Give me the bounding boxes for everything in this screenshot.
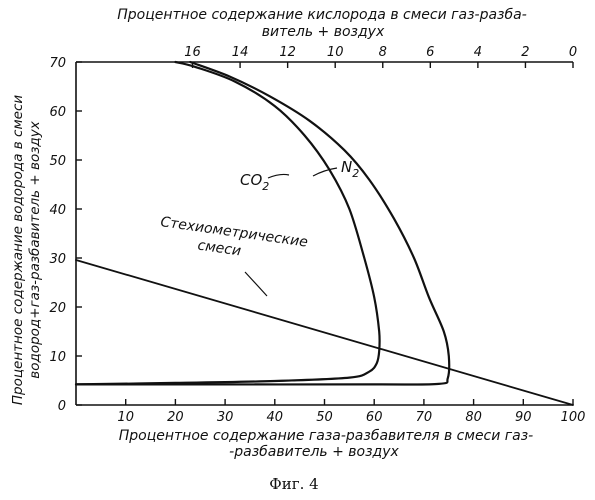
x-tick-label: 80: [465, 410, 482, 425]
x-tick-label: 30: [217, 410, 234, 425]
y-tick-label: 20: [49, 301, 66, 316]
y-tick-label: 30: [49, 252, 66, 267]
y-tick-label: 40: [49, 203, 66, 218]
top-tick-label: 10: [327, 45, 344, 60]
top-tick-label: 14: [232, 45, 249, 60]
top-tick-label: 16: [184, 45, 201, 60]
y-axis-label-line1: Процентное содержание водорода в смеси: [10, 95, 26, 405]
series-co2-label-main: CO: [240, 171, 262, 189]
x-tick-label: 90: [515, 410, 532, 425]
y-axis-label-line2: водород+газ-разбавитель + воздух: [27, 120, 43, 378]
top-tick-label: 2: [521, 45, 529, 60]
top-axis-label-line1: Процентное содержание кислорода в смеси …: [117, 7, 527, 23]
y-tick-label: 70: [49, 56, 66, 71]
x-tick-label: 50: [316, 410, 333, 425]
y-tick-label: 60: [49, 105, 66, 120]
top-tick-label: 0: [569, 45, 577, 60]
y-tick-label: 10: [49, 350, 66, 365]
top-tick-label: 12: [279, 45, 296, 60]
series-co2-label-sub: 2: [262, 180, 269, 193]
series-n2-label-main: N: [341, 158, 352, 176]
top-tick-label: 4: [474, 45, 482, 60]
x-tick-label: 20: [167, 410, 184, 425]
figure-caption: Фиг. 4: [269, 475, 318, 493]
x-tick-label: 40: [267, 410, 284, 425]
y-tick-label: 50: [49, 154, 66, 169]
x-tick-label: 100: [561, 410, 586, 425]
series-n2-label-sub: 2: [352, 167, 359, 180]
top-tick-label: 6: [426, 45, 434, 60]
top-axis-label-line2: витель + воздух: [262, 24, 385, 40]
x-axis-label-line1: Процентное содержание газа-разбавителя в…: [119, 428, 533, 444]
top-tick-label: 8: [379, 45, 387, 60]
x-tick-label: 10: [117, 410, 134, 425]
x-tick-label: 60: [366, 410, 383, 425]
x-tick-label: 70: [416, 410, 433, 425]
x-axis-label-line2: -разбавитель + воздух: [229, 444, 399, 460]
y-tick-label: 0: [58, 399, 66, 414]
